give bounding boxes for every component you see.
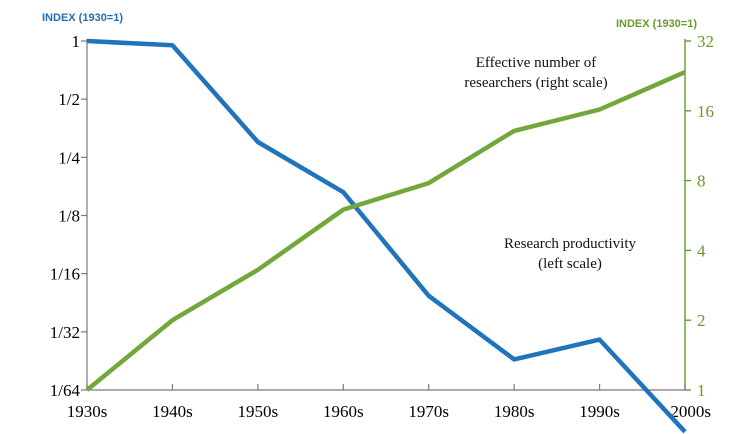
series-label: (left scale) [538, 256, 602, 272]
right-tick-label: 16 [697, 102, 714, 121]
x-tick-label: 1960s [323, 402, 364, 421]
right-axis-ticks: 32 16 8 4 2 1 [685, 32, 714, 400]
left-axis-title: INDEX (1930=1) [42, 12, 123, 24]
left-tick-label: 1/64 [50, 381, 81, 400]
left-tick-label: 1 [72, 32, 81, 51]
left-axis-ticks: 1 1/2 1/4 1/8 1/16 1/32 1/64 [50, 32, 87, 400]
x-tick-label: 1930s [67, 402, 108, 421]
left-tick-label: 1/4 [58, 148, 80, 167]
x-tick-label: 1970s [408, 402, 449, 421]
series-label: Effective number of [476, 55, 597, 71]
right-tick-label: 4 [697, 241, 706, 260]
left-tick-label: 1/32 [50, 323, 80, 342]
right-tick-label: 32 [697, 32, 714, 51]
right-tick-label: 2 [697, 311, 706, 330]
x-tick-label: 1940s [152, 402, 193, 421]
right-tick-label: 8 [697, 172, 706, 191]
left-tick-label: 1/8 [58, 207, 80, 226]
x-tick-label: 2000s [670, 402, 711, 421]
x-tick-label: 1950s [238, 402, 279, 421]
left-tick-label: 1/16 [50, 265, 80, 284]
series-label: researchers (right scale) [464, 75, 607, 91]
x-tick-label: 1990s [579, 402, 620, 421]
right-axis-title: INDEX (1930=1) [616, 18, 697, 30]
series-labels: Research productivity (left scale) Effecti… [464, 55, 636, 272]
x-tick-label: 1980s [494, 402, 535, 421]
series-label: Research productivity [504, 236, 637, 252]
right-tick-label: 1 [697, 381, 706, 400]
left-tick-label: 1/2 [58, 90, 80, 109]
